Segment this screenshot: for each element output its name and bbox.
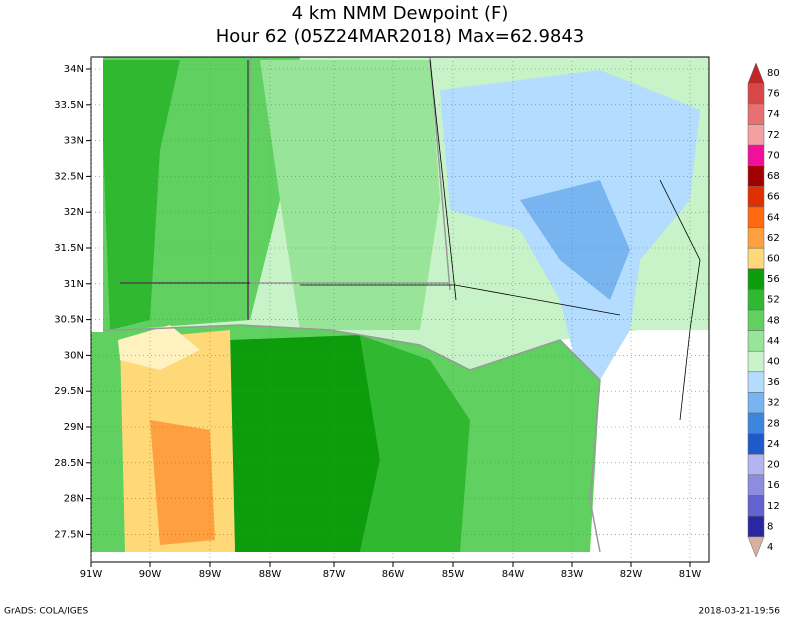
lon-label: 83W — [561, 569, 584, 580]
colorbar-swatch — [747, 227, 765, 249]
colorbar-swatch — [747, 350, 765, 373]
footer-right: 2018-03-21-19:56 — [699, 607, 781, 617]
lat-label: 30.5N — [54, 315, 84, 326]
title: 4 km NMM Dewpoint (F) — [292, 3, 509, 24]
colorbar-label: 56 — [767, 274, 780, 285]
colorbar-label: 12 — [767, 501, 780, 512]
colorbar-swatch — [747, 247, 765, 270]
lat-label: 32.5N — [54, 171, 84, 182]
footer-left: GrADS: COLA/IGES — [4, 607, 88, 617]
lon-label: 86W — [382, 569, 405, 580]
colorbar-swatch — [747, 515, 765, 537]
colorbar-swatch — [747, 268, 765, 290]
colorbar-swatch — [747, 186, 765, 208]
colorbar-swatch — [747, 474, 765, 496]
colorbar-label: 24 — [767, 439, 780, 450]
lon-label: 84W — [502, 569, 525, 580]
colorbar-swatch — [747, 206, 765, 228]
lat-label: 31.5N — [54, 243, 84, 254]
colorbar-swatch — [747, 289, 765, 311]
colorbar-label: 44 — [767, 336, 780, 347]
colorbar-label: 16 — [767, 480, 780, 491]
colorbar-label: 4 — [767, 542, 773, 553]
colorbar-swatch — [747, 371, 765, 393]
subtitle: Hour 62 (05Z24MAR2018) Max=62.9843 — [216, 26, 585, 47]
axes: 91W 90W 89W 88W 87W 86W 85W 84W 83W 82W 81W 34N 33.5… — [54, 57, 709, 580]
lat-label: 27.5N — [54, 529, 84, 540]
lat-label: 33N — [64, 136, 84, 147]
colorbar-label: 60 — [767, 253, 780, 264]
colorbar-swatch — [747, 433, 765, 455]
colorbar-label: 66 — [767, 192, 780, 203]
lat-label: 33.5N — [54, 100, 84, 111]
lat-label: 31N — [64, 279, 84, 290]
colorbar-swatch — [747, 392, 765, 414]
colorbar-swatch — [747, 412, 765, 434]
colorbar-label: 32 — [767, 398, 780, 409]
colorbar-label: 64 — [767, 212, 780, 223]
lat-label: 28.5N — [54, 458, 84, 469]
colorbar-label: 8 — [767, 521, 773, 532]
colorbar-label: 20 — [767, 460, 780, 471]
colorbar-arrow — [747, 536, 765, 558]
colorbar-swatch — [747, 495, 765, 517]
colorbar: 8076747270686664626056524844403632282420… — [747, 62, 780, 558]
colorbar-swatch — [747, 165, 765, 187]
colorbar-swatch — [747, 83, 765, 105]
colorbar-label: 28 — [767, 418, 780, 429]
map-field — [91, 57, 709, 562]
colorbar-label: 72 — [767, 130, 780, 141]
lon-label: 90W — [139, 569, 162, 580]
colorbar-label: 68 — [767, 171, 780, 182]
lon-label: 91W — [80, 569, 103, 580]
colorbar-label: 40 — [767, 357, 780, 368]
colorbar-swatch — [747, 144, 765, 166]
colorbar-swatch — [747, 454, 765, 476]
colorbar-swatch — [747, 103, 765, 125]
colorbar-label: 52 — [767, 295, 780, 306]
lon-label: 88W — [259, 569, 282, 580]
lon-label: 89W — [199, 569, 222, 580]
lat-label: 28N — [64, 494, 84, 505]
colorbar-label: 76 — [767, 89, 780, 100]
lon-label: 81W — [679, 569, 702, 580]
colorbar-swatch — [747, 124, 765, 146]
lat-label: 32N — [64, 207, 84, 218]
lat-label: 29N — [64, 422, 84, 433]
colorbar-label: 36 — [767, 377, 780, 388]
colorbar-arrow — [747, 62, 765, 84]
colorbar-label: 80 — [767, 68, 780, 79]
colorbar-label: 62 — [767, 233, 780, 244]
colorbar-label: 70 — [767, 150, 780, 161]
colorbar-swatch — [747, 330, 765, 352]
lat-label: 34N — [64, 64, 84, 75]
lon-label: 85W — [442, 569, 465, 580]
lon-label: 82W — [620, 569, 643, 580]
lat-label: 29.5N — [54, 386, 84, 397]
lat-label: 30N — [64, 350, 84, 361]
colorbar-label: 48 — [767, 315, 780, 326]
lon-label: 87W — [323, 569, 346, 580]
colorbar-swatch — [747, 309, 765, 331]
colorbar-label: 74 — [767, 109, 780, 120]
